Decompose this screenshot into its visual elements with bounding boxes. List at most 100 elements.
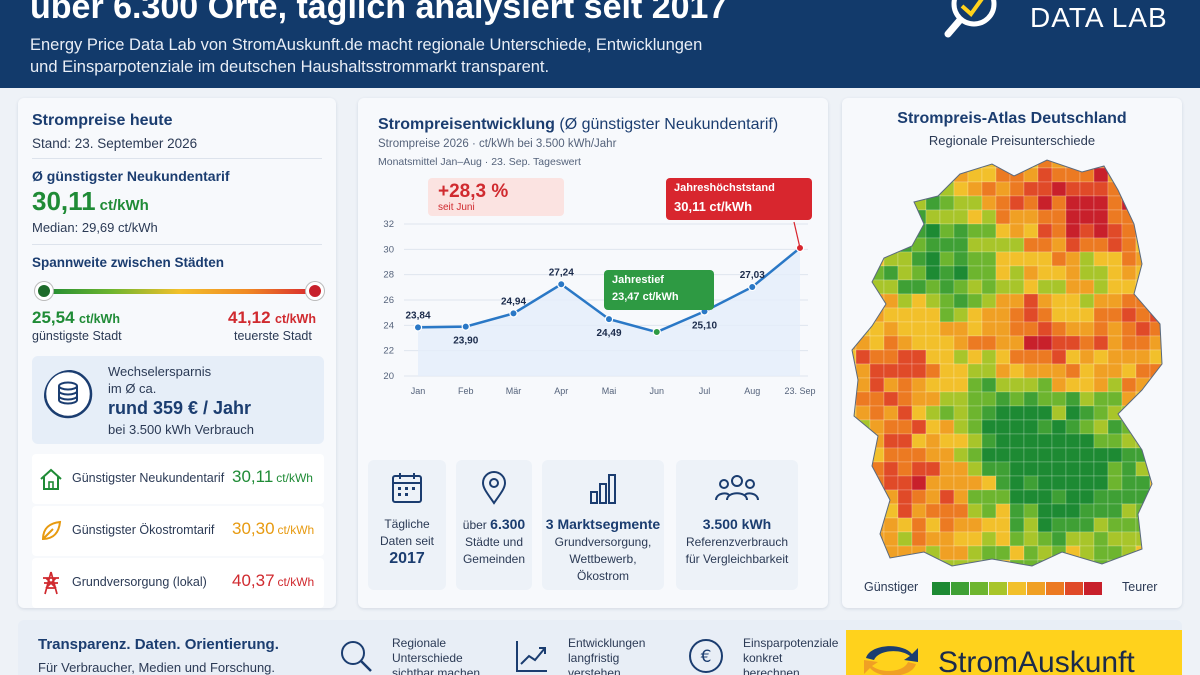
map-region: [1023, 559, 1039, 566]
map-region: [1164, 434, 1178, 448]
map-region: [995, 545, 1011, 561]
map-region: [1079, 405, 1095, 421]
map-region: [981, 363, 997, 379]
map-region: [1121, 447, 1137, 463]
map-region: [1164, 196, 1178, 210]
map-region: [1065, 433, 1081, 449]
footer-item-line: Entwicklungen: [568, 636, 646, 650]
map-region: [925, 209, 941, 225]
high-connector: [793, 221, 801, 249]
row-label: Grundversorgung (lokal): [72, 575, 207, 589]
map-region: [897, 167, 913, 183]
map-region: [939, 461, 955, 477]
map-region: [1178, 224, 1182, 238]
map-region: [981, 405, 997, 421]
map-region: [852, 503, 857, 519]
map-region: [967, 223, 983, 239]
map-region: [1178, 532, 1182, 546]
map-region: [1135, 251, 1151, 267]
map-region: [1023, 181, 1039, 197]
map-region: [939, 349, 955, 365]
map-region: [925, 321, 941, 337]
map-region: [897, 181, 913, 197]
map-region: [939, 391, 955, 407]
map-region: [967, 363, 983, 379]
map-region: [911, 405, 927, 421]
min-price-unit: ct/kWh: [79, 312, 120, 326]
map-region: [967, 293, 983, 309]
map-region: [939, 223, 955, 239]
map-region: [1051, 349, 1067, 365]
map-region: [1009, 321, 1025, 337]
map-region: [953, 503, 969, 519]
map-region: [981, 279, 997, 295]
location-pin-icon: [481, 471, 507, 505]
map-region: [1065, 265, 1081, 281]
map-region: [925, 237, 941, 253]
map-region: [981, 531, 997, 547]
map-region: [1065, 531, 1081, 547]
map-region: [1149, 405, 1162, 421]
map-region: [925, 461, 941, 477]
map-region: [995, 475, 1011, 491]
map-region: [1009, 265, 1025, 281]
map-region: [883, 160, 899, 169]
map-region: [981, 377, 997, 393]
map-region: [852, 447, 857, 463]
min-price-label: günstigste Stadt: [32, 329, 122, 343]
map-region: [1121, 419, 1137, 435]
map-region: [1079, 391, 1095, 407]
map-region: [1009, 349, 1025, 365]
map-region: [1178, 196, 1182, 210]
stromauskunft-brand[interactable]: StromAuskunft: [846, 630, 1182, 675]
map-region: [1023, 335, 1039, 351]
map-region: [995, 391, 1011, 407]
map-region: [1178, 392, 1182, 406]
map-region: [995, 419, 1011, 435]
data-lab-magnifier-logo-icon: [944, 0, 997, 38]
map-region: [869, 503, 885, 519]
map-region: [897, 223, 913, 239]
map-region: [1079, 251, 1095, 267]
feature-line: für Vergleichbarkeit: [685, 552, 789, 566]
map-region: [852, 517, 857, 533]
map-region: [897, 545, 913, 561]
map-region: [1079, 293, 1095, 309]
germany-price-map: [851, 159, 1182, 567]
data-point: [413, 323, 423, 332]
row-label: Günstigster Neukundentarif: [72, 471, 225, 485]
map-region: [911, 391, 927, 407]
map-region: [869, 349, 885, 365]
feature-line: Tägliche: [384, 517, 430, 531]
map-region: [1178, 378, 1182, 392]
map-region: [1121, 237, 1137, 253]
map-region: [1037, 349, 1053, 365]
map-region: [1065, 195, 1081, 211]
map-region: [967, 279, 983, 295]
map-region: [883, 279, 899, 295]
switch-saving-box: Wechselersparnis im Ø ca. rund 359 € / J…: [32, 356, 324, 444]
map-region: [1178, 476, 1182, 490]
map-region: [911, 475, 927, 491]
map-region: [1164, 168, 1178, 182]
map-region: [855, 251, 871, 267]
map-region: [939, 321, 955, 337]
map-region: [852, 531, 857, 547]
map-region: [995, 489, 1011, 505]
annual-high-value: 30,11 ct/kWh: [674, 199, 753, 214]
map-region: [1023, 545, 1039, 561]
map-region: [1135, 321, 1151, 337]
map-region: [1164, 364, 1178, 378]
map-region: [1121, 349, 1137, 365]
map-region: [1037, 447, 1053, 463]
map-region: [855, 321, 871, 337]
price-atlas-panel: Strompreis-Atlas Deutschland Regionale P…: [842, 98, 1182, 608]
map-region: [1093, 321, 1109, 337]
map-region: [1037, 237, 1053, 253]
page-header: über 6.300 Orte, täglich analysiert seit…: [0, 0, 1200, 88]
map-region: [855, 559, 871, 566]
map-region: [883, 181, 899, 197]
map-region: [852, 559, 857, 566]
map-region: [939, 167, 955, 183]
map-region: [911, 223, 927, 239]
